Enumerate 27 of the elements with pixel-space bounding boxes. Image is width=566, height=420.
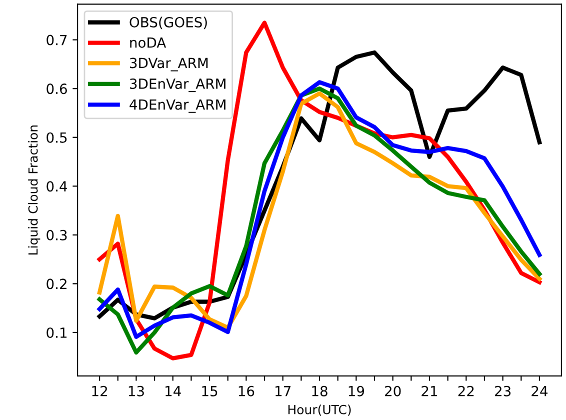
- y-tick-label: 0.6: [46, 84, 67, 94]
- y-axis-title: Liquid Cloud Fraction: [28, 125, 40, 254]
- x-tick-label: 12: [92, 386, 107, 396]
- x-tick-label: 13: [128, 386, 144, 396]
- y-tick-label: 0.2: [46, 278, 66, 290]
- legend-label: OBS(GOES): [130, 16, 207, 30]
- x-axis-title: Hour(UTC): [288, 404, 351, 416]
- y-tick-label: 0.7: [46, 34, 67, 46]
- x-tick-label: 24: [532, 386, 548, 396]
- x-tick-label: 22: [458, 386, 474, 396]
- x-tick-label: 19: [348, 386, 364, 396]
- x-tick-label: 16: [238, 386, 254, 396]
- x-tick-label: 21: [422, 386, 438, 396]
- legend-label: 3DEnVar_ARM: [130, 78, 226, 92]
- y-tick-label: 0.3: [46, 230, 67, 240]
- x-tick-label: 17: [276, 386, 290, 396]
- y-tick-label: 0.1: [46, 327, 67, 338]
- legend-label: 3DVar_ARM: [130, 58, 208, 72]
- legend-label: 4DEnVar_ARM: [130, 99, 226, 113]
- x-tick-label: 23: [494, 386, 511, 396]
- x-tick-label: 18: [312, 386, 328, 396]
- legend-label: noDA: [130, 38, 166, 48]
- y-tick-label: 0.5: [46, 132, 67, 143]
- x-tick-label: 20: [385, 386, 401, 396]
- x-tick-label: 14: [166, 386, 181, 396]
- x-tick-label: 15: [202, 386, 218, 396]
- y-tick-label: 0.4: [46, 181, 68, 192]
